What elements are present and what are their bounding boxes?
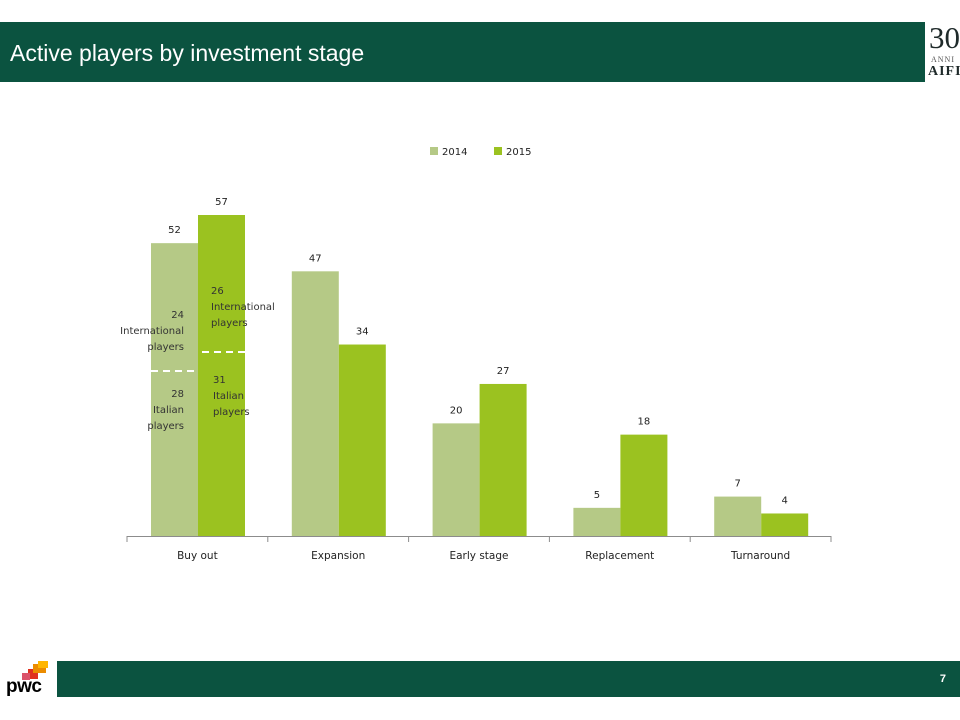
legend-swatch-2015 <box>494 147 502 155</box>
bar-2015-3 <box>620 434 668 536</box>
bar-2014-4 <box>714 496 762 536</box>
slide-title: Active players by investment stage <box>10 40 365 66</box>
legend-label-2015: 2015 <box>506 147 531 158</box>
chart-annotations: 24 International players 28 Italian players 26… <box>120 286 275 432</box>
value-label-2015-3: 18 <box>638 417 651 428</box>
annotation-2015-international-line-1: International <box>211 302 275 313</box>
legend-label-2014: 2014 <box>442 147 467 158</box>
value-label-2015-2: 27 <box>497 366 510 377</box>
x-tick-label: Expansion <box>311 550 365 562</box>
page-number: 7 <box>939 673 946 685</box>
pwc-logo: pwc <box>2 661 57 701</box>
legend-swatch-2014 <box>430 147 438 155</box>
annotation-2014-italian-line-0: 28 <box>171 389 184 400</box>
aifi-logo-name: AIFI <box>928 64 960 79</box>
value-label-2015-4: 4 <box>782 495 788 506</box>
value-label-2014-0: 52 <box>168 225 181 236</box>
annotation-2015-italian-line-0: 31 <box>213 375 226 386</box>
annotation-2015-italian-line-1: Italian <box>213 391 244 402</box>
bar-2014-3 <box>573 507 621 536</box>
annotation-2014-international-line-0: 24 <box>171 310 184 321</box>
bar-2015-2 <box>479 383 527 536</box>
chart-legend: 2014 2015 <box>430 147 531 158</box>
x-axis: Buy out Expansion Early stage Replacement Tu… <box>126 536 832 562</box>
aifi-logo: 30 ANNI AIFI <box>928 22 960 84</box>
x-tick-label: Buy out <box>177 550 218 562</box>
aifi-logo-anni: ANNI <box>931 55 955 64</box>
x-tick-label: Turnaround <box>730 550 790 562</box>
value-label-2014-1: 47 <box>309 253 322 264</box>
value-label-2014-4: 7 <box>735 479 741 490</box>
value-label-2014-2: 20 <box>450 405 463 416</box>
pwc-logo-mark <box>22 661 48 680</box>
annotation-2014-italian-line-1: Italian <box>153 405 184 416</box>
annotation-2015-international-line-2: players <box>211 318 248 329</box>
value-label-2015-0: 57 <box>215 197 228 208</box>
annotation-2014-international-line-2: players <box>147 342 184 353</box>
annotation-2014-international-line-1: International <box>120 326 184 337</box>
annotation-2014-italian-line-2: players <box>147 421 184 432</box>
annotation-2015-italian-line-2: players <box>213 407 250 418</box>
bar-2015-1 <box>338 344 386 536</box>
bar-2014-1 <box>291 271 339 536</box>
annotation-2015-international-line-0: 26 <box>211 286 224 297</box>
bar-2014-0 <box>151 243 198 536</box>
footer-bar: 7 <box>57 661 960 697</box>
pwc-logo-text: pwc <box>6 676 42 697</box>
aifi-logo-number: 30 <box>929 22 960 55</box>
bar-2014-2 <box>432 423 480 536</box>
bar-2015-4 <box>761 513 809 536</box>
x-tick-label: Early stage <box>449 550 508 562</box>
value-label-2014-3: 5 <box>594 490 600 501</box>
bar-2015-0 <box>198 215 245 536</box>
title-bar: Active players by investment stage <box>0 22 925 82</box>
value-label-2015-1: 34 <box>356 327 369 338</box>
x-tick-label: Replacement <box>585 550 654 562</box>
chart-bars: 52 57 47 34 20 27 5 18 7 4 <box>151 197 809 536</box>
